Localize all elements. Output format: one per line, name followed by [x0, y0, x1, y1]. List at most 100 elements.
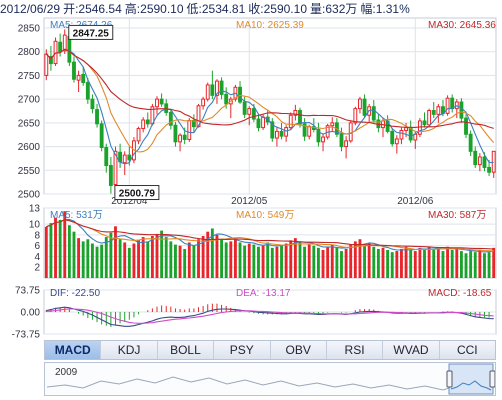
volume-bar[interactable]: [367, 243, 371, 278]
volume-bar[interactable]: [86, 239, 90, 278]
volume-bar[interactable]: [146, 241, 150, 278]
volume-bar[interactable]: [381, 247, 385, 278]
tab-boll[interactable]: BOLL: [158, 341, 215, 359]
candle-body[interactable]: [284, 127, 289, 137]
volume-bar[interactable]: [413, 251, 417, 278]
volume-bar[interactable]: [197, 239, 200, 278]
volume-bar[interactable]: [178, 245, 182, 278]
volume-bar[interactable]: [446, 246, 450, 278]
volume-bar[interactable]: [67, 225, 71, 278]
candle-body[interactable]: [459, 101, 464, 119]
candle-body[interactable]: [108, 165, 113, 186]
candle-body[interactable]: [104, 147, 109, 167]
candle-body[interactable]: [76, 74, 81, 81]
candle-body[interactable]: [122, 154, 127, 164]
volume-bar[interactable]: [90, 243, 94, 278]
candle-body[interactable]: [215, 80, 219, 96]
volume-bar[interactable]: [187, 242, 191, 278]
volume-bar[interactable]: [114, 226, 117, 278]
candle-body[interactable]: [99, 123, 104, 149]
volume-bar[interactable]: [123, 242, 127, 278]
volume-bar[interactable]: [49, 223, 53, 278]
candle-body[interactable]: [141, 119, 146, 130]
candle-body[interactable]: [427, 110, 432, 126]
volume-bar[interactable]: [395, 251, 399, 278]
volume-bar[interactable]: [473, 252, 477, 278]
candle-body[interactable]: [155, 98, 159, 108]
volume-bar[interactable]: [238, 242, 242, 278]
volume-bar[interactable]: [469, 251, 473, 278]
volume-bar[interactable]: [349, 244, 353, 278]
volume-bar[interactable]: [293, 238, 297, 278]
volume-bar[interactable]: [164, 237, 168, 278]
candle-body[interactable]: [238, 86, 242, 103]
tab-obv[interactable]: OBV: [271, 341, 327, 359]
volume-bar[interactable]: [266, 242, 270, 278]
volume-bar[interactable]: [104, 237, 108, 278]
candle-body[interactable]: [288, 114, 293, 129]
volume-bar[interactable]: [58, 219, 62, 278]
volume-bar[interactable]: [400, 248, 403, 278]
candle-body[interactable]: [362, 98, 367, 116]
volume-bar[interactable]: [72, 231, 76, 278]
volume-bar[interactable]: [312, 245, 316, 278]
volume-bar[interactable]: [150, 236, 154, 278]
volume-bar[interactable]: [220, 239, 224, 278]
volume-bar[interactable]: [386, 250, 390, 278]
volume-bar[interactable]: [77, 238, 81, 278]
candle-body[interactable]: [196, 105, 201, 128]
volume-bar[interactable]: [326, 246, 330, 278]
candle-body[interactable]: [316, 128, 321, 143]
tab-macd[interactable]: MACD: [45, 341, 102, 359]
candle-body[interactable]: [191, 119, 196, 128]
candle-body[interactable]: [205, 84, 210, 100]
candle-body[interactable]: [168, 111, 173, 126]
candle-body[interactable]: [182, 134, 187, 140]
volume-bar[interactable]: [307, 244, 311, 278]
candle-body[interactable]: [436, 106, 441, 115]
volume-bar[interactable]: [353, 241, 357, 278]
volume-bar[interactable]: [409, 250, 413, 278]
candle-body[interactable]: [201, 98, 206, 107]
volume-bar[interactable]: [257, 246, 260, 278]
volume-bar[interactable]: [81, 241, 85, 278]
candle-body[interactable]: [173, 124, 178, 143]
tab-rsi[interactable]: RSI: [327, 341, 384, 359]
candle-body[interactable]: [445, 97, 450, 114]
volume-bar[interactable]: [284, 243, 288, 278]
volume-bar[interactable]: [441, 251, 445, 278]
candle-body[interactable]: [487, 166, 492, 173]
candle-body[interactable]: [256, 118, 261, 129]
volume-bar[interactable]: [127, 247, 131, 278]
candle-body[interactable]: [242, 101, 247, 115]
navigator-selection[interactable]: [448, 363, 494, 395]
candle-body[interactable]: [219, 80, 224, 95]
candle-body[interactable]: [371, 106, 376, 121]
candle-body[interactable]: [358, 98, 362, 110]
volume-bar[interactable]: [280, 244, 283, 278]
candle-body[interactable]: [279, 130, 284, 137]
volume-bar[interactable]: [95, 246, 99, 278]
volume-bar[interactable]: [427, 246, 431, 278]
candle-body[interactable]: [404, 127, 408, 131]
candle-body[interactable]: [67, 36, 72, 63]
candle-body[interactable]: [298, 110, 302, 125]
volume-bar[interactable]: [118, 239, 122, 278]
candle-body[interactable]: [58, 41, 63, 53]
candle-body[interactable]: [178, 134, 182, 143]
volume-bar[interactable]: [330, 244, 334, 278]
candle-body[interactable]: [261, 116, 266, 129]
volume-bar[interactable]: [169, 241, 173, 278]
candle-body[interactable]: [90, 98, 95, 110]
volume-bar[interactable]: [478, 250, 482, 278]
candle-body[interactable]: [431, 110, 436, 115]
candle-body[interactable]: [344, 140, 349, 148]
tab-cci[interactable]: CCI: [456, 343, 478, 357]
candle-body[interactable]: [482, 156, 487, 168]
candle-body[interactable]: [399, 129, 404, 140]
candle-body[interactable]: [159, 98, 164, 105]
candle-body[interactable]: [62, 34, 67, 52]
volume-bar[interactable]: [100, 244, 104, 278]
volume-bar[interactable]: [358, 239, 362, 278]
volume-bar[interactable]: [233, 239, 237, 278]
